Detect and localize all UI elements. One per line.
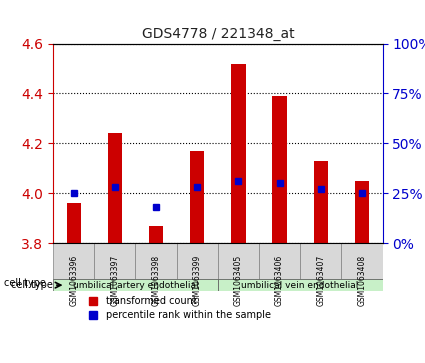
Text: GSM1063399: GSM1063399 [193,255,202,306]
Text: GSM1063396: GSM1063396 [69,255,78,306]
Text: umbilical artery endothelial: umbilical artery endothelial [73,281,198,290]
Bar [231,64,246,243]
FancyBboxPatch shape [259,243,300,279]
FancyBboxPatch shape [218,243,259,279]
Bar [66,203,81,243]
Text: GSM1063398: GSM1063398 [152,255,161,306]
Title: GDS4778 / 221348_at: GDS4778 / 221348_at [142,27,294,41]
FancyBboxPatch shape [94,243,136,279]
Bar [355,181,369,243]
FancyBboxPatch shape [53,243,94,279]
Bar [190,151,204,243]
Bar [149,226,163,243]
Text: percentile rank within the sample: percentile rank within the sample [106,310,271,320]
Text: transformed count: transformed count [106,296,197,306]
FancyBboxPatch shape [53,279,218,291]
Text: GSM1063397: GSM1063397 [110,255,119,306]
FancyBboxPatch shape [300,243,341,279]
Text: GSM1063408: GSM1063408 [357,255,366,306]
Bar [314,161,328,243]
Bar [272,96,287,243]
Bar [108,133,122,243]
FancyBboxPatch shape [136,243,177,279]
FancyBboxPatch shape [177,243,218,279]
Text: GSM1063407: GSM1063407 [316,255,325,306]
Text: umbilical vein endothelial: umbilical vein endothelial [241,281,359,290]
Text: cell type: cell type [4,278,46,288]
Text: GSM1063406: GSM1063406 [275,255,284,306]
Text: GSM1063405: GSM1063405 [234,255,243,306]
FancyBboxPatch shape [341,243,382,279]
Text: cell type: cell type [11,280,53,290]
FancyBboxPatch shape [218,279,382,291]
